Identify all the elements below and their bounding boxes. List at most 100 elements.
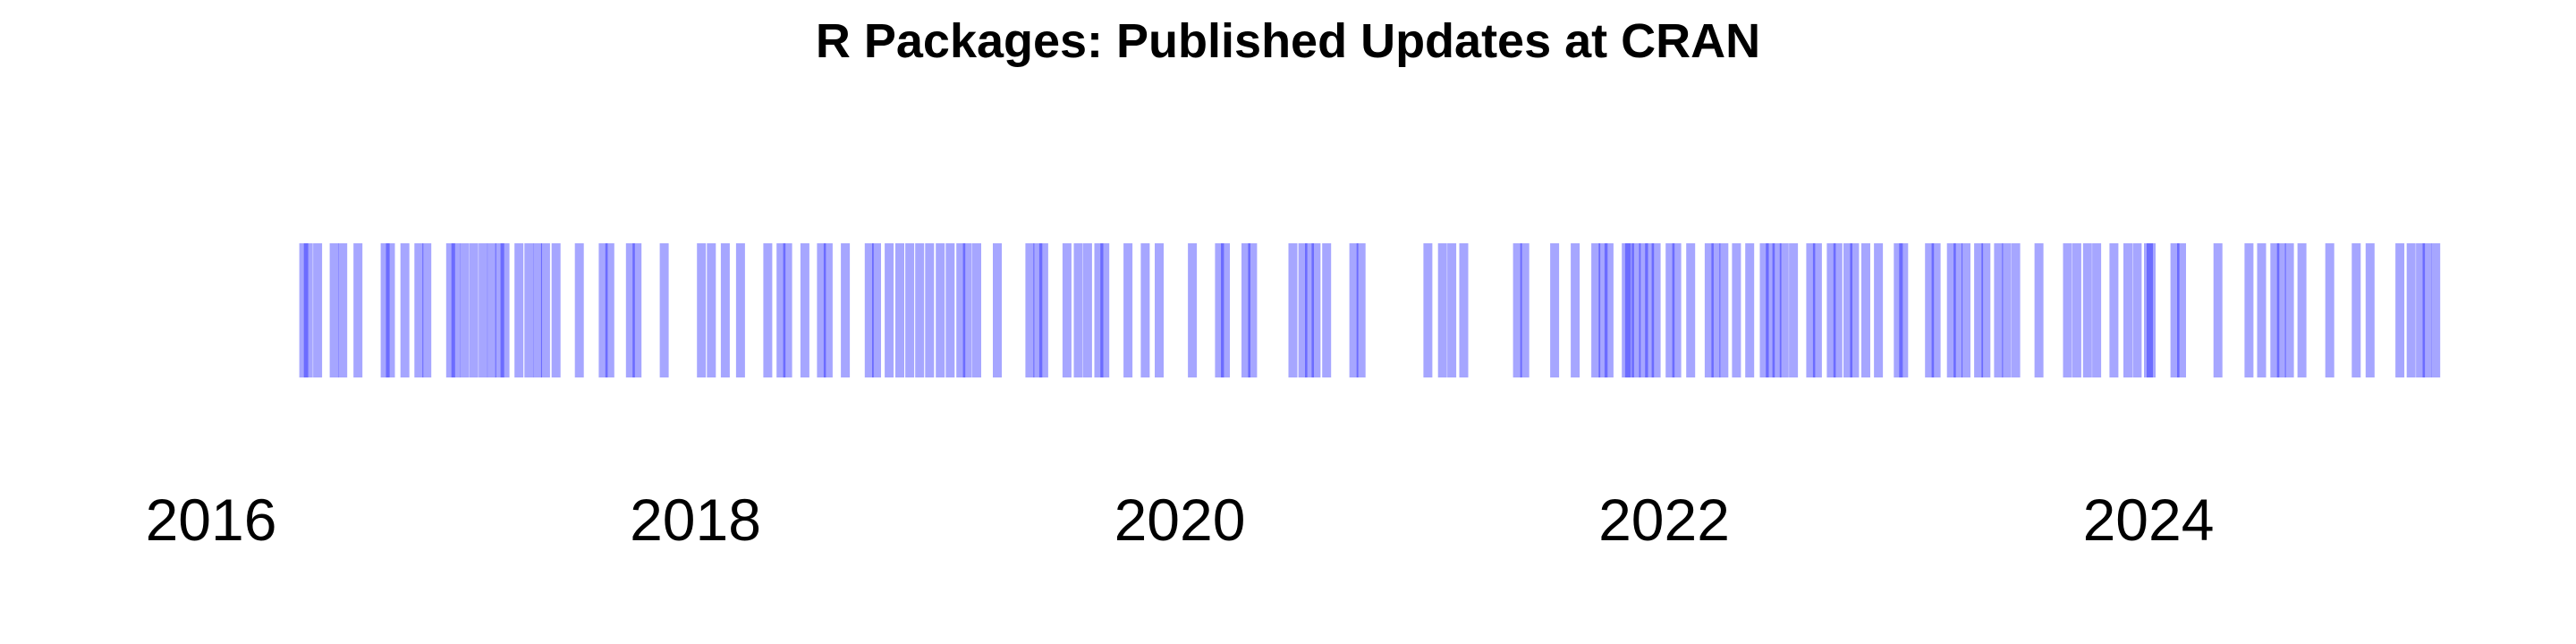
update-mark: [445, 243, 455, 377]
x-tick-label: 2024: [2083, 487, 2215, 553]
update-mark: [2416, 243, 2426, 377]
update-mark: [1094, 243, 1104, 377]
update-mark: [1305, 243, 1314, 377]
update-mark: [1591, 243, 1601, 377]
update-mark: [783, 243, 792, 377]
update-mark: [1850, 243, 1860, 377]
update-mark: [945, 243, 955, 377]
update-mark: [524, 243, 534, 377]
update-mark: [540, 243, 550, 377]
update-mark: [2395, 243, 2405, 377]
update-mark: [1962, 243, 1970, 377]
update-mark: [1437, 243, 1447, 377]
update-mark: [1745, 243, 1755, 377]
update-mark: [841, 243, 851, 377]
update-mark: [2297, 243, 2307, 377]
update-mark: [1349, 243, 1359, 377]
update-mark: [895, 243, 904, 377]
update-mark: [697, 243, 707, 377]
update-mark: [2123, 243, 2132, 377]
update-mark: [1311, 243, 1321, 377]
update-mark: [2109, 243, 2119, 377]
update-mark: [2325, 243, 2334, 377]
update-mark: [2431, 243, 2441, 377]
update-mark: [885, 243, 894, 377]
update-mark: [422, 243, 432, 377]
update-mark: [605, 243, 614, 377]
update-mark: [1719, 243, 1729, 377]
update-mark: [1766, 243, 1775, 377]
update-mark: [2257, 243, 2267, 377]
update-mark: [2002, 243, 2012, 377]
update-mark: [2011, 243, 2021, 377]
update-mark: [1861, 243, 1870, 377]
update-mark: [1772, 243, 1782, 377]
update-mark: [1899, 243, 1909, 377]
update-mark: [776, 243, 786, 377]
update-mark: [1686, 243, 1696, 377]
update-mark: [400, 243, 410, 377]
update-mark: [1826, 243, 1836, 377]
update-mark: [707, 243, 716, 377]
update-mark: [864, 243, 874, 377]
update-mark: [1241, 243, 1250, 377]
update-mark: [1974, 243, 1984, 377]
update-mark: [1288, 243, 1298, 377]
update-mark: [2034, 243, 2044, 377]
update-mark: [1188, 243, 1198, 377]
update-mark: [2063, 243, 2072, 377]
update-mark: [1062, 243, 1072, 377]
update-mark: [1598, 243, 1608, 377]
update-mark: [1571, 243, 1580, 377]
update-mark: [414, 243, 424, 377]
update-mark: [1356, 243, 1366, 377]
update-mark: [1639, 243, 1648, 377]
update-mark: [1248, 243, 1258, 377]
update-mark: [1140, 243, 1150, 377]
update-mark: [500, 243, 510, 377]
update-mark: [1953, 243, 1963, 377]
update-mark: [353, 243, 363, 377]
update-mark: [460, 243, 470, 377]
update-mark: [905, 243, 915, 377]
update-mark: [720, 243, 730, 377]
update-mark: [993, 243, 1002, 377]
update-mark: [299, 243, 309, 377]
update-mark: [817, 243, 826, 377]
update-mark: [632, 243, 642, 377]
update-mark: [1994, 243, 2004, 377]
x-tick-label: 2016: [146, 487, 277, 553]
update-marks: [299, 243, 2441, 377]
update-mark: [1833, 243, 1843, 377]
update-mark: [1624, 243, 1634, 377]
update-mark: [1711, 243, 1721, 377]
update-mark: [1931, 243, 1941, 377]
update-mark: [487, 243, 496, 377]
update-mark: [495, 243, 504, 377]
update-mark: [1221, 243, 1230, 377]
update-mark: [1779, 243, 1789, 377]
update-mark: [1038, 243, 1048, 377]
update-mark: [598, 243, 608, 377]
update-mark: [1874, 243, 1884, 377]
update-mark: [1025, 243, 1035, 377]
update-mark: [872, 243, 881, 377]
update-mark: [329, 243, 339, 377]
update-mark: [659, 243, 669, 377]
update-mark: [2276, 243, 2286, 377]
update-mark: [1513, 243, 1522, 377]
update-mark: [1123, 243, 1133, 377]
update-mark: [479, 243, 488, 377]
update-mark: [1322, 243, 1332, 377]
update-mark: [1843, 243, 1852, 377]
update-mark: [936, 243, 945, 377]
update-mark: [1298, 243, 1308, 377]
update-mark: [1215, 243, 1224, 377]
update-mark: [2213, 243, 2223, 377]
update-mark: [386, 243, 395, 377]
x-tick-label: 2022: [1598, 487, 1730, 553]
update-mark: [303, 243, 313, 377]
update-mark: [338, 243, 348, 377]
update-mark: [1894, 243, 1903, 377]
update-mark: [972, 243, 981, 377]
